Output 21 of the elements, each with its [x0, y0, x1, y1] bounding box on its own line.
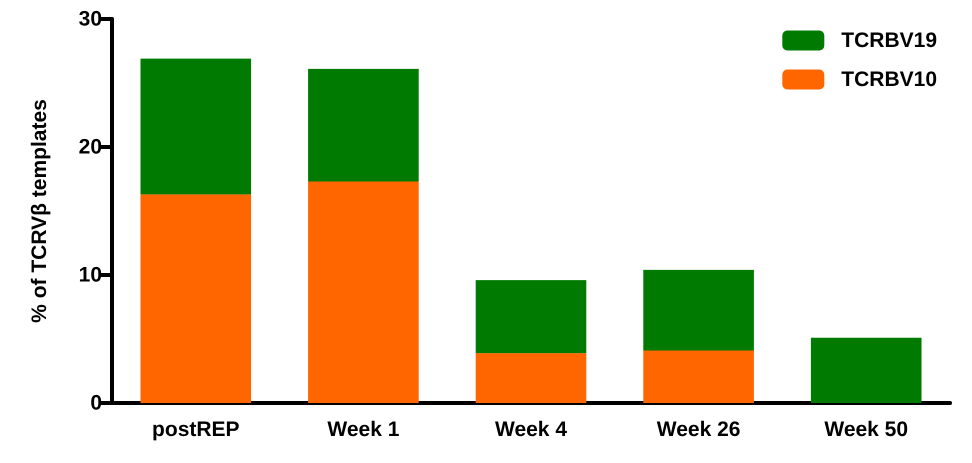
x-tick-label: postREP: [152, 418, 240, 441]
bar: [476, 353, 586, 403]
y-axis-title: % of TCRVβ templates: [28, 99, 51, 323]
x-tick-label: Week 26: [656, 418, 740, 441]
bar: [810, 338, 922, 403]
y-tick-label: 20: [78, 136, 102, 158]
bar: [643, 270, 754, 351]
legend-label: TCRBV19: [841, 29, 938, 52]
bar: [140, 194, 252, 403]
x-tick-label: Week 50: [824, 418, 908, 441]
bar: [476, 280, 586, 354]
bar: [308, 182, 419, 403]
x-tick-label: Week 1: [327, 418, 400, 441]
y-tick-label: 30: [78, 8, 102, 30]
bar: [643, 350, 754, 403]
bar: [308, 68, 419, 182]
y-tick-label: 0: [90, 392, 102, 414]
x-tick-label: Week 4: [495, 418, 568, 441]
y-tick-label: 10: [78, 264, 102, 286]
bar: [140, 58, 252, 194]
legend-label: TCRBV10: [841, 68, 938, 91]
